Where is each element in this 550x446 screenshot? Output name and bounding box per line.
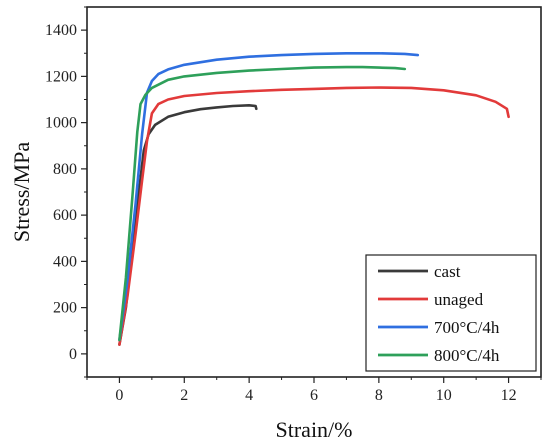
x-tick-label: 8 <box>375 387 383 404</box>
y-tick-label: 800 <box>53 161 77 178</box>
legend-label: unaged <box>434 290 484 309</box>
y-tick-label: 400 <box>53 253 77 270</box>
y-tick-label: 600 <box>53 207 77 224</box>
ticks-layer: 0 2 4 6 8 10 12 0 200 400 600 800 1000 1200 1400 <box>45 6 542 404</box>
x-tick-label: 12 <box>501 387 517 404</box>
y-tick-label: 200 <box>53 300 77 317</box>
series-line <box>118 65 407 342</box>
x-tick-label: 10 <box>436 387 452 404</box>
series-line <box>118 52 420 342</box>
legend-label: 800°C/4h <box>434 346 500 365</box>
x-tick-label: 0 <box>115 387 123 404</box>
legend-label: cast <box>434 262 461 281</box>
y-tick-label: 1000 <box>45 115 77 132</box>
x-tick-label: 4 <box>245 387 253 404</box>
series-line <box>118 86 510 346</box>
y-tick-label: 1400 <box>45 22 77 39</box>
x-tick-label: 6 <box>310 387 318 404</box>
x-axis-title: Strain/% <box>276 417 353 442</box>
y-tick-label: 0 <box>69 346 77 363</box>
x-tick-label: 2 <box>180 387 188 404</box>
series-layer <box>118 52 510 346</box>
y-axis-title: Stress/MPa <box>9 142 34 242</box>
legend: cast unaged 700°C/4h 800°C/4h <box>365 254 537 372</box>
plot-frame <box>86 6 542 378</box>
legend-items: cast unaged 700°C/4h 800°C/4h <box>378 262 500 365</box>
y-tick-label: 1200 <box>45 68 77 85</box>
legend-label: 700°C/4h <box>434 318 500 337</box>
series-line <box>118 104 258 346</box>
legend-box <box>365 254 537 372</box>
